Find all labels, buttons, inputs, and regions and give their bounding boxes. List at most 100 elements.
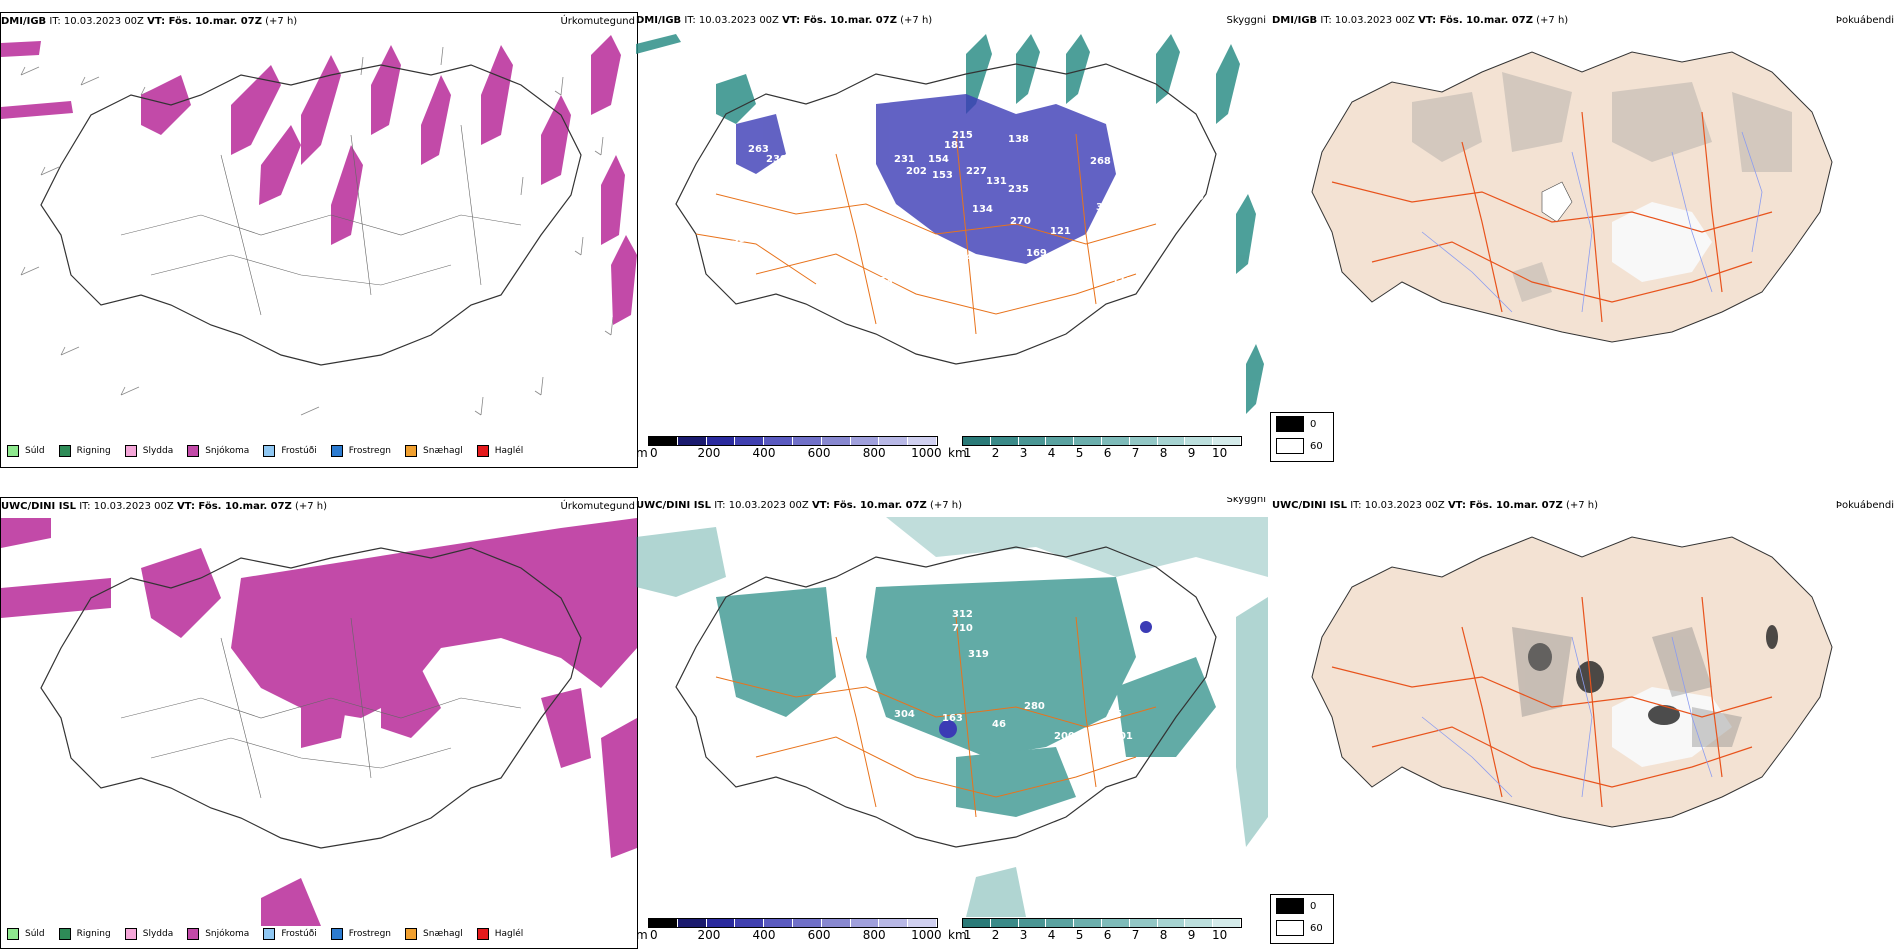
scale-tick: 1	[963, 446, 972, 460]
map-label: 154	[928, 154, 949, 165]
legend-swatch	[476, 445, 489, 457]
precip-type-panel-top: DMI/IGB IT: 10.03.2023 00Z VT: Fös. 10.m…	[0, 12, 638, 468]
legend-item: Snjókoma	[187, 445, 249, 457]
panel-header: UWC/DINI ISL IT: 10.03.2023 00Z VT: Fös.…	[1, 498, 637, 516]
scale-tick: 8	[1159, 446, 1168, 460]
legend-swatch	[330, 928, 343, 940]
road-lines	[120, 617, 522, 799]
scale-tick: 0	[649, 446, 658, 460]
scale-ticks: m 0 200 400 600 800 1000	[636, 928, 942, 942]
iceland-outline	[675, 63, 1217, 365]
legend-item: Frostúði	[263, 928, 317, 940]
vis-scale-km-bottom: km 1 2 3 4 5 6 7 8 9 10	[948, 918, 1242, 942]
map-label: 46	[826, 234, 840, 245]
scale-unit: m	[636, 928, 648, 942]
teal-bands	[636, 34, 1264, 414]
scale-tick: 9	[1187, 446, 1196, 460]
iceland-outline	[675, 546, 1217, 848]
blue-fog-areas	[736, 94, 1116, 264]
map-label: 132	[992, 266, 1013, 277]
map-label: 116	[1054, 276, 1075, 287]
legend-swatch	[405, 445, 418, 457]
map-label: 318	[1096, 202, 1117, 213]
valid-time: VT: Fös. 10.mar. 07Z	[1447, 500, 1563, 511]
fog-legend-row: 0	[1271, 895, 1333, 917]
map-label: 89	[1190, 192, 1204, 203]
map-label: 27	[1136, 260, 1150, 271]
map-label: 134	[972, 204, 993, 215]
legend-label: Snæhagl	[423, 929, 463, 939]
valid-time: VT: Fös. 10.mar. 07Z	[811, 500, 927, 511]
scale-cells	[962, 436, 1242, 446]
scale-tick: 6	[1103, 446, 1112, 460]
panel-header: DMI/IGB IT: 10.03.2023 00Z VT: Fös. 10.m…	[1272, 12, 1900, 30]
wind-barbs	[20, 46, 614, 416]
scale-tick: 0	[649, 928, 658, 942]
map-label: 62	[1172, 182, 1186, 193]
scale-tick: 2	[991, 446, 1000, 460]
legend-item: Súld	[7, 928, 45, 940]
scale-tick: 1000	[911, 928, 942, 942]
blue-fog-spots	[939, 621, 1152, 738]
precip-legend: Súld Rigning Slydda Snjókoma Frostúði Fr…	[7, 445, 537, 457]
precip-map	[1, 518, 637, 926]
scale-tick: 9	[1187, 928, 1196, 942]
scale-tick: 200	[697, 446, 721, 460]
map-label: 180	[1144, 156, 1165, 167]
fog-swatch	[1276, 438, 1304, 454]
valid-time: VT: Fös. 10.mar. 07Z	[176, 501, 292, 512]
map-label: 710	[952, 623, 973, 634]
legend-label: Rigning	[76, 929, 111, 939]
fog-dark-areas	[1528, 625, 1778, 725]
map-label: 263	[748, 144, 769, 155]
river-lines	[1421, 636, 1713, 798]
map-label: 163	[942, 713, 963, 724]
map-label: 190	[1016, 276, 1037, 287]
scale-tick: 1	[963, 928, 972, 942]
fog-legend-label: 60	[1310, 440, 1323, 452]
fog-panel-top: DMI/IGB IT: 10.03.2023 00Z VT: Fös. 10.m…	[1272, 12, 1900, 412]
map-label: 250	[1096, 224, 1117, 235]
map-label: 155	[896, 256, 917, 267]
iceland-fill	[1311, 536, 1833, 828]
valid-time: VT: Fös. 10.mar. 07Z	[782, 15, 897, 26]
lead-time: (+7 h)	[1536, 15, 1569, 26]
lead-time: (+7 h)	[929, 500, 963, 511]
scale-ticks: m 0 200 400 600 800 1000	[636, 446, 942, 460]
legend-item: Snjókoma	[187, 928, 249, 940]
map-label: 312	[952, 609, 973, 620]
init-time: IT: 10.03.2023 00Z	[1350, 500, 1445, 511]
panel-header: UWC/DINI ISL IT: 10.03.2023 00Z VT: Fös.…	[1272, 497, 1900, 515]
fog-legend-row: 0	[1271, 413, 1333, 435]
map-label: 201	[1112, 731, 1133, 742]
fog-legend-bottom: 0 60	[1270, 894, 1334, 944]
road-lines	[715, 616, 1157, 818]
scale-tick: 600	[807, 446, 831, 460]
legend-label: Snjókoma	[205, 446, 250, 456]
model-source: UWC/DINI ISL	[636, 500, 712, 511]
init-time: IT: 10.03.2023 00Z	[1320, 15, 1415, 26]
fog-legend-label: 0	[1310, 418, 1317, 430]
map-label: 235	[1008, 184, 1029, 195]
fog-map	[1311, 51, 1833, 343]
valid-time: VT: Fös. 10.mar. 07Z	[147, 16, 262, 27]
legend-label: Haglél	[494, 446, 524, 456]
fog-panel-bottom: UWC/DINI ISL IT: 10.03.2023 00Z VT: Fös.…	[1272, 497, 1900, 893]
map-label: 168	[1140, 607, 1161, 618]
iceland-outline	[40, 64, 582, 366]
init-time: IT: 10.03.2023 00Z	[79, 501, 174, 512]
scale-unit: km	[948, 446, 967, 460]
legend-swatch	[330, 445, 343, 457]
map-label: 202	[906, 166, 927, 177]
map-label: 270	[1010, 216, 1031, 227]
glacier-white	[1612, 202, 1712, 282]
scale-cells	[648, 918, 938, 928]
model-source: UWC/DINI ISL	[1, 501, 77, 512]
glacier-white	[1541, 181, 1573, 223]
fog-legend-top: 0 60	[1270, 412, 1334, 462]
scale-tick: 7	[1131, 928, 1140, 942]
legend-swatch	[124, 928, 137, 940]
legend-label: Frostúði	[281, 929, 317, 939]
fog-map	[1311, 536, 1833, 828]
map-label: 153	[872, 276, 893, 287]
